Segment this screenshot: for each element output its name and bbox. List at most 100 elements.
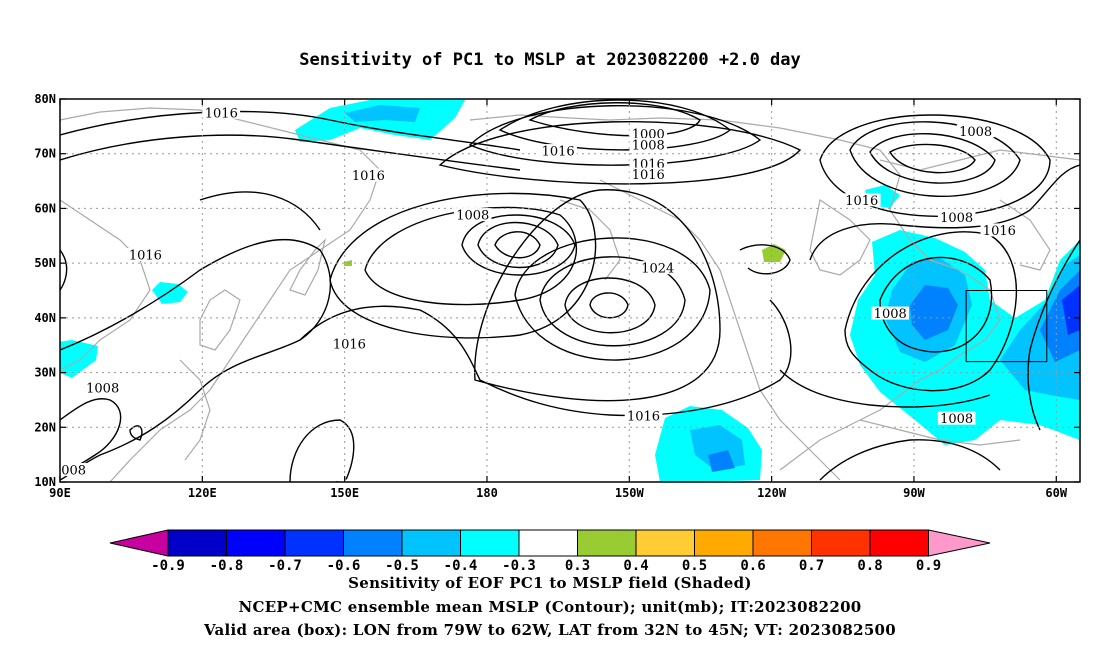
contour-label-bg xyxy=(330,479,369,482)
lat-tick-label: 80N xyxy=(34,92,56,106)
contour-labels: 1016100010081016101610161016100810161008… xyxy=(53,105,1019,482)
lat-tick-label: 30N xyxy=(34,366,56,380)
lon-tick-label: 150W xyxy=(615,486,645,500)
contour-label: 1016 xyxy=(542,145,575,160)
contour-label-bg xyxy=(842,193,881,207)
contour-label: 1008 xyxy=(53,464,86,479)
colorbar-label: -0.6 xyxy=(327,558,361,574)
contour-label: 1016 xyxy=(129,249,162,264)
map-axes: 90E 120E 150E 180 150W 120W 90W 60W 80N 70N 60N 50N… xyxy=(34,92,1080,500)
contour-label: 1016 xyxy=(627,409,660,424)
contour-label-bg xyxy=(629,138,668,152)
contour-label: 1008 xyxy=(959,125,992,140)
sensitivity-shading xyxy=(60,100,1080,482)
contour-label: 1008 xyxy=(940,211,973,226)
contour-label-bg xyxy=(60,463,89,477)
shade-atlantic-core xyxy=(1062,285,1080,335)
contour-label: 1008 xyxy=(86,381,119,396)
colorbar-swatch xyxy=(694,529,754,557)
contour-label-bg xyxy=(453,208,492,222)
chart-title: Sensitivity of PC1 to MSLP at 2023082200… xyxy=(299,50,801,70)
contour-label-bg xyxy=(629,167,668,181)
lat-tick-label: 60N xyxy=(34,201,56,215)
lon-tick-label: 90E xyxy=(49,486,71,500)
caption-valid-area: Valid area (box): LON from 79W to 62W, L… xyxy=(203,621,897,639)
contour-label-bg xyxy=(937,411,976,425)
contour-label: 1016 xyxy=(845,194,878,209)
colorbar-label: -0.8 xyxy=(210,558,244,574)
colorbar-label: 0.6 xyxy=(740,558,765,574)
colorbar-swatch xyxy=(284,529,344,557)
contour-label-bg xyxy=(202,105,241,119)
lat-tick-label: 10N xyxy=(34,475,56,489)
valid-area-box xyxy=(965,290,1048,363)
colorbar-right-triangle xyxy=(928,529,991,557)
lat-tick-label: 50N xyxy=(34,256,56,270)
lat-tick-label: 40N xyxy=(34,311,56,325)
lat-tick-label: 20N xyxy=(34,420,56,434)
contour-label: 1008 xyxy=(874,307,907,322)
contour-label: 1016 xyxy=(333,338,366,353)
contour-label: 1008 xyxy=(940,412,973,427)
caption-sensitivity: Sensitivity of EOF PC1 to MSLP field (Sh… xyxy=(348,574,752,592)
contour-label: 1016 xyxy=(205,106,238,121)
colorbar-label: -0.4 xyxy=(444,558,478,574)
contour-label: 1016 xyxy=(632,168,665,183)
colorbar-label: 0.9 xyxy=(916,558,941,574)
colorbar-swatch xyxy=(460,529,520,557)
contour-label: 1016 xyxy=(983,224,1016,239)
colorbar-swatch xyxy=(752,529,812,557)
contour-label-bg xyxy=(83,380,122,394)
colorbar-label: -0.9 xyxy=(151,558,185,574)
shade-mexico-core xyxy=(708,450,735,472)
colorbar-swatch xyxy=(869,529,929,557)
colorbar-label: 0.4 xyxy=(623,558,648,574)
contour-label-bg xyxy=(629,157,668,171)
lon-tick-label: 150E xyxy=(330,486,359,500)
contour-label: 1008 xyxy=(456,209,489,224)
colorbar-swatch xyxy=(167,529,227,557)
contour-label-bg xyxy=(629,127,668,141)
colorbar-label: -0.5 xyxy=(385,558,419,574)
colorbar-swatch xyxy=(401,529,461,557)
shade-atlantic-deep xyxy=(1040,270,1080,362)
colorbar-swatch xyxy=(811,529,871,557)
colorbar-left-triangle xyxy=(109,529,169,557)
mslp-contours xyxy=(60,99,1080,482)
shade-arctic xyxy=(295,100,465,142)
colorbar-swatch xyxy=(635,529,695,557)
lon-tick-label: 90W xyxy=(903,486,925,500)
colorbar-label: -0.3 xyxy=(502,558,536,574)
shade-arctic-inner xyxy=(345,105,420,122)
lat-tick-label: 70N xyxy=(34,147,56,161)
map-border xyxy=(59,98,1081,483)
lon-tick-label: 120E xyxy=(188,486,217,500)
contour-label: 1024 xyxy=(641,262,674,277)
contour-label-bg xyxy=(624,408,663,422)
contour-label-bg xyxy=(349,168,388,182)
colorbar-swatch xyxy=(343,529,403,557)
colorbar-swatch xyxy=(518,529,578,557)
contour-label-bg xyxy=(126,248,165,262)
colorbar-swatch xyxy=(577,529,637,557)
shade-east-us-deep xyxy=(910,285,958,340)
colorbar-label: 0.7 xyxy=(799,558,824,574)
lon-tick-label: 180 xyxy=(476,486,498,500)
colorbar-label: -0.7 xyxy=(268,558,302,574)
colorbar-swatch xyxy=(226,529,286,557)
contour-label: 1016 xyxy=(352,169,385,184)
contour-label: 1008 xyxy=(632,139,665,154)
colorbar-label: 0.5 xyxy=(682,558,707,574)
contour-label-bg xyxy=(937,210,976,224)
contour-label-bg xyxy=(980,223,1019,237)
shade-west-pacific xyxy=(152,282,188,304)
contour-label-bg xyxy=(638,261,677,275)
colorbar-label: 0.3 xyxy=(565,558,590,574)
contour-label-bg xyxy=(539,144,577,158)
colorbar-label: 0.8 xyxy=(857,558,882,574)
shade-china-sea xyxy=(60,340,98,378)
lon-tick-label: 120W xyxy=(757,486,787,500)
contour-label-bg xyxy=(330,337,369,351)
colorbar: -0.9 -0.8 -0.7 -0.6 -0.5 -0.4 -0.3 0.3 0.4 0.5 0.6… xyxy=(109,529,991,574)
